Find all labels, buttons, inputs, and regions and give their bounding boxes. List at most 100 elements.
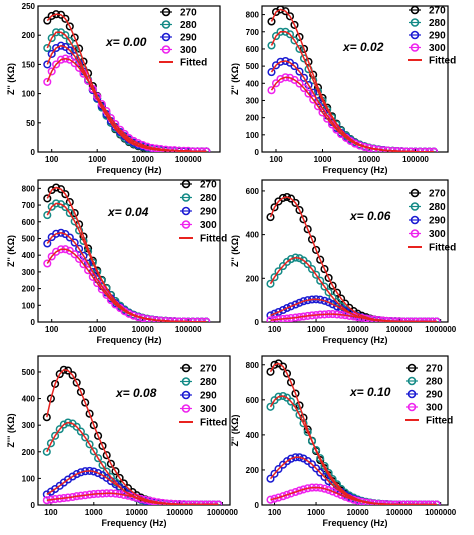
plot-frame	[37, 5, 221, 153]
legend-label: 290	[180, 33, 197, 44]
plot-frame	[37, 179, 221, 323]
legend-label: 300	[180, 45, 197, 56]
x-tick-label: 1000000	[207, 508, 239, 517]
data-point	[266, 279, 275, 288]
data-point	[307, 265, 317, 274]
x-tick-label: 100	[45, 155, 59, 164]
data-point	[295, 298, 304, 307]
data-point	[65, 198, 74, 207]
data-point	[63, 418, 73, 427]
data-point	[290, 75, 299, 84]
data-point	[266, 495, 275, 504]
data-point	[94, 454, 103, 463]
x-tick-label: 100	[269, 155, 283, 164]
data-point	[295, 67, 304, 76]
data-point	[81, 398, 90, 407]
data-point	[316, 468, 325, 477]
fitted-line	[270, 76, 434, 152]
fitted-line	[46, 248, 207, 322]
x-tick-label: 1000000	[425, 508, 457, 517]
data-point	[328, 487, 337, 496]
composition-annotation: x= 0.00	[105, 35, 147, 49]
y-tick-label: 400	[246, 79, 260, 88]
x-tick-label: 10000	[346, 325, 369, 334]
x-tick-label: 1000	[307, 325, 325, 334]
y-tick-label: 800	[246, 361, 260, 370]
data-point	[61, 190, 70, 199]
data-point	[285, 30, 295, 39]
data-point	[85, 409, 94, 418]
legend-label: 280	[429, 202, 446, 213]
legend: 270 280 290 300 Fitted	[179, 364, 227, 429]
data-point	[81, 433, 90, 442]
data-point	[65, 22, 74, 31]
data-point	[65, 233, 74, 242]
data-point	[286, 302, 296, 311]
x-tick-label: 1000	[85, 508, 103, 517]
legend-marker	[181, 363, 191, 373]
data-point	[307, 460, 317, 469]
data-point	[271, 79, 281, 88]
data-point	[324, 273, 333, 282]
x-tick-label: 100000	[386, 325, 413, 334]
data-point	[68, 472, 77, 481]
data-point	[43, 194, 52, 203]
data-point	[303, 225, 312, 234]
data-layer	[266, 192, 441, 322]
data-point	[286, 454, 296, 463]
chart-panel: 100 1000 10000 100000 0 100 200 300 400 500 600 700…	[6, 179, 227, 345]
data-point	[278, 492, 288, 501]
y-axis-label: Z'' (KΩ)	[230, 63, 240, 95]
x-tick-label: 1000	[314, 155, 332, 164]
data-point	[274, 267, 283, 276]
legend-label: Fitted	[200, 418, 227, 429]
data-point	[328, 281, 337, 290]
x-tick-label: 10000	[126, 508, 149, 517]
x-tick-label: 1000	[88, 325, 106, 334]
data-point	[43, 16, 52, 25]
data-point	[278, 262, 288, 271]
legend-marker	[407, 402, 417, 412]
legend-marker	[410, 5, 420, 15]
plot-frame	[261, 179, 449, 323]
data-point	[286, 255, 296, 264]
data-point	[43, 239, 52, 248]
legend-label: 280	[426, 377, 443, 388]
data-point	[89, 421, 98, 430]
y-tick-label: 400	[22, 395, 36, 404]
data-point	[75, 44, 84, 53]
data-point	[94, 469, 103, 478]
data-point	[61, 14, 70, 23]
data-point	[43, 43, 52, 53]
data-point	[332, 489, 342, 498]
y-axis-label: Z'' (KΩ)	[230, 235, 240, 267]
y-axis-label: Z''' (KΩ)	[6, 413, 16, 447]
data-point	[56, 185, 66, 194]
data-point	[324, 485, 333, 494]
data-point	[70, 250, 79, 259]
chart-panel: 100 1000 10000 100000 1000000 0 200 400 600 800 Fr…	[230, 355, 457, 528]
legend-label: 290	[426, 390, 443, 401]
x-axis-label: Frequency (Hz)	[96, 165, 161, 175]
data-point	[43, 259, 52, 268]
y-tick-label: 600	[246, 187, 260, 196]
data-point	[278, 305, 288, 315]
y-tick-label: 700	[246, 28, 260, 37]
data-point	[65, 36, 74, 46]
data-point	[98, 461, 107, 470]
y-tick-label: 0	[31, 501, 36, 510]
data-point	[270, 203, 279, 212]
data-point	[270, 494, 279, 503]
data-point	[320, 265, 329, 274]
y-tick-label: 300	[22, 268, 36, 277]
data-point	[282, 303, 292, 313]
legend-marker	[410, 188, 420, 198]
data-point	[46, 439, 55, 448]
data-point	[312, 270, 321, 279]
data-point	[299, 419, 308, 428]
data-point	[309, 76, 318, 85]
data-layer	[266, 359, 441, 505]
series-270	[267, 6, 439, 152]
legend-marker	[410, 43, 420, 52]
data-layer	[267, 6, 439, 152]
